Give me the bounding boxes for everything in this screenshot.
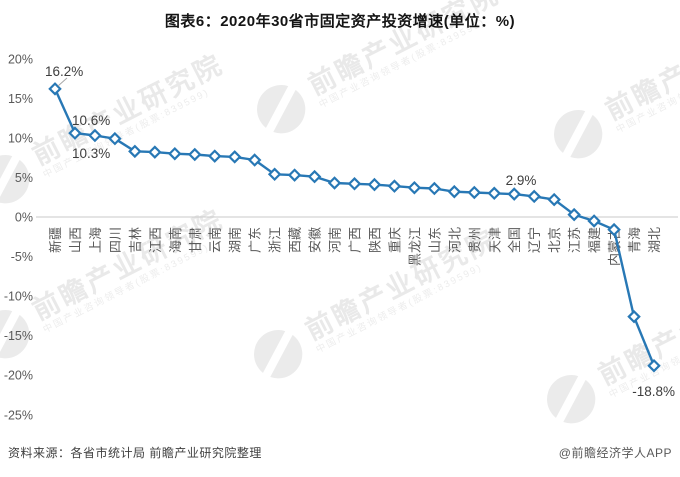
x-axis-category-label: 山东: [427, 227, 442, 253]
chart-title: 图表6：2020年30省市固定资产投资增速(单位：%): [164, 13, 516, 30]
x-axis-category-label: 江苏: [567, 227, 582, 253]
data-point-marker: [287, 168, 302, 182]
x-axis-category-label: 西藏: [288, 227, 303, 253]
x-axis-category-label: 全国: [507, 227, 522, 253]
x-axis-category-label: 福建: [587, 227, 602, 253]
data-point-marker: [148, 145, 162, 159]
data-point-marker: [88, 128, 102, 143]
data-point-marker: [447, 184, 462, 199]
data-point-marker: [307, 169, 322, 184]
x-axis-category-label: 河北: [447, 227, 462, 253]
x-axis-category-label: 海南: [168, 227, 183, 253]
data-point-marker: [487, 186, 502, 201]
data-point-marker: [507, 187, 521, 201]
x-axis-category-label: 甘肃: [188, 227, 203, 253]
x-axis-category-label: 内蒙古: [607, 227, 622, 266]
x-axis-category-label: 广东: [248, 227, 263, 253]
data-point-marker: [527, 189, 541, 204]
data-point-marker: [68, 126, 82, 140]
annotation-label: 2.9%: [506, 173, 537, 188]
x-axis-category-label: 安徽: [308, 227, 323, 253]
data-point-marker: [407, 180, 422, 195]
y-axis-tick-label: 20%: [8, 52, 33, 66]
x-axis-category-label: 新疆: [48, 227, 63, 253]
x-axis-category-label: 河南: [328, 227, 343, 253]
x-axis-category-label: 重庆: [387, 227, 402, 253]
data-point-marker: [607, 222, 621, 237]
y-axis-tick-label: -15%: [4, 329, 33, 343]
x-axis-category-label: 浙江: [268, 227, 283, 253]
data-point-marker: [567, 207, 581, 222]
data-point-marker: [547, 192, 561, 207]
data-point-marker: [207, 149, 222, 163]
x-axis-category-label: 上海: [88, 227, 103, 253]
data-point-marker: [587, 214, 601, 228]
x-axis-category-label: 广西: [348, 227, 363, 253]
y-axis-tick-label: 5%: [15, 171, 33, 185]
data-point-marker: [327, 176, 342, 190]
data-point-marker: [347, 177, 362, 191]
data-point-marker: [227, 150, 242, 164]
x-axis-category-label: 辽宁: [527, 227, 542, 253]
data-point-marker: [427, 181, 442, 196]
data-point-marker: [267, 167, 282, 182]
data-point-marker: [467, 185, 482, 200]
x-axis-category-label: 山西: [68, 227, 83, 253]
x-axis-category-label: 湖南: [228, 227, 243, 253]
data-point-marker: [188, 147, 202, 162]
data-source-note: 资料来源：各省市统计局 前瞻产业研究院整理: [8, 446, 262, 460]
data-point-marker: [48, 82, 62, 96]
y-axis-tick-label: 15%: [8, 92, 33, 106]
annotation-leader-line: [57, 77, 68, 87]
x-axis-category-label: 云南: [208, 227, 223, 253]
x-axis-category-label: 陕西: [367, 227, 382, 253]
y-axis-tick-label: 10%: [8, 131, 33, 145]
data-point-marker: [367, 177, 382, 192]
annotation-label: 10.6%: [72, 113, 110, 128]
y-axis-tick-label: -25%: [4, 408, 33, 422]
annotation-label: 10.3%: [72, 146, 110, 161]
x-axis-category-label: 北京: [547, 227, 562, 253]
x-axis-category-label: 贵州: [467, 227, 482, 253]
x-axis-category-label: 青海: [627, 227, 642, 253]
data-point-marker: [168, 146, 182, 161]
y-axis-tick-label: 0%: [15, 211, 33, 225]
x-axis-category-label: 黑龙江: [407, 227, 422, 266]
x-axis-category-label: 四川: [108, 227, 123, 253]
x-axis-category-label: 湖北: [647, 227, 662, 253]
x-axis-category-label: 吉林: [128, 227, 143, 253]
app-credit: @前瞻经济学人APP: [558, 446, 672, 460]
data-point-marker: [647, 358, 661, 373]
data-point-marker: [247, 153, 262, 167]
x-axis-category-label: 天津: [487, 227, 502, 253]
data-point-marker: [387, 179, 402, 193]
annotation-label: 16.2%: [45, 64, 83, 79]
y-axis-tick-label: -5%: [11, 250, 33, 264]
data-point-marker: [627, 309, 641, 324]
y-axis-tick-label: -20%: [4, 369, 33, 383]
x-axis-category-label: 江西: [148, 227, 163, 253]
y-axis-tick-label: -10%: [4, 290, 33, 304]
data-point-marker: [128, 144, 142, 159]
data-point-marker: [108, 131, 122, 146]
annotation-label: -18.8%: [632, 384, 675, 399]
